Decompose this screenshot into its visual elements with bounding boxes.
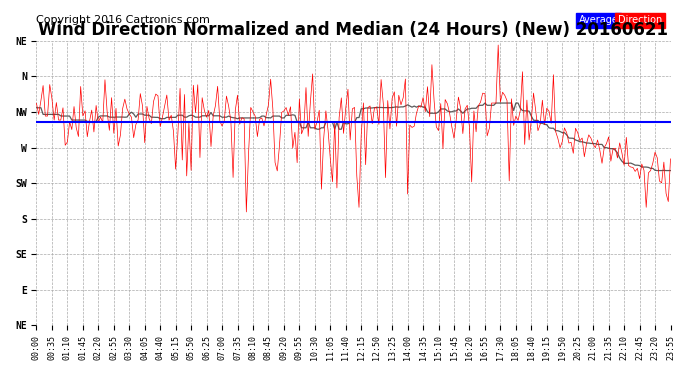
- Text: Copyright 2016 Cartronics.com: Copyright 2016 Cartronics.com: [37, 15, 210, 25]
- Text: Direction: Direction: [618, 15, 662, 25]
- Title: Wind Direction Normalized and Median (24 Hours) (New) 20160621: Wind Direction Normalized and Median (24…: [39, 21, 669, 39]
- Text: Average: Average: [579, 15, 618, 25]
